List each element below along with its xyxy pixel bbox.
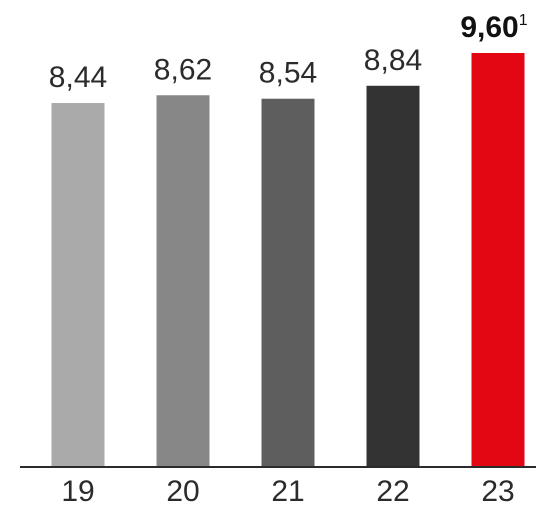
x-tick-label-22: 22: [376, 475, 409, 507]
x-tick-labels-group: 19 20 21 22 23: [61, 475, 514, 507]
footnote-marker: 1: [519, 12, 528, 29]
x-tick-label-21: 21: [271, 475, 304, 507]
bar-19: [51, 103, 105, 468]
value-label-22: 8,84: [364, 44, 422, 77]
bar-22: [366, 85, 420, 468]
value-labels-group: 8,44 8,62 8,54 8,84 9,601: [49, 11, 528, 94]
bar-23: [471, 53, 525, 467]
bar-21: [261, 98, 315, 468]
x-tick-label-23: 23: [481, 475, 514, 507]
x-tick-label-20: 20: [166, 475, 199, 507]
x-tick-label-19: 19: [61, 475, 94, 507]
bar-20: [156, 95, 210, 467]
value-label-20: 8,62: [154, 53, 212, 86]
value-label-23: 9,601: [460, 11, 527, 44]
value-label-21: 8,54: [259, 57, 317, 90]
value-label-19: 8,44: [49, 61, 107, 94]
bars-group: [51, 53, 525, 468]
